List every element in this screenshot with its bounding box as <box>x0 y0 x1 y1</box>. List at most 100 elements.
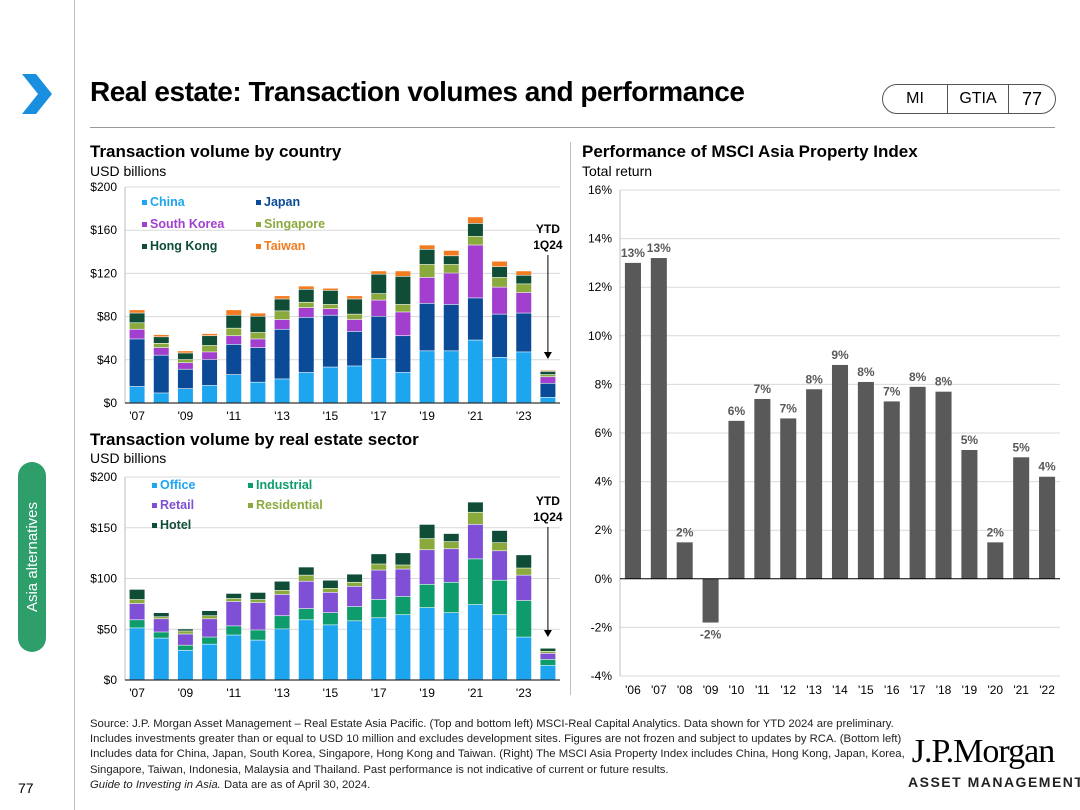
sector-volume-chart: $0 $50 $100 $150 $200 '07 '09 '11 '13 '15 '17 '19 '2… <box>90 470 563 700</box>
bar-segment <box>467 604 483 680</box>
bar-segment <box>202 619 218 637</box>
bar-segment <box>226 328 242 336</box>
x-tick-label: '07 <box>129 409 145 423</box>
bar-segment <box>129 599 145 604</box>
bar-segment <box>443 264 459 273</box>
bar-segment <box>274 379 290 403</box>
bar-segment <box>395 312 411 336</box>
pill-mi[interactable]: MI <box>883 85 948 113</box>
msci-chart-subtitle: Total return <box>582 163 653 179</box>
bar-segment <box>298 317 314 373</box>
bar-segment <box>443 613 459 680</box>
panel-divider <box>570 142 571 695</box>
bar-segment <box>443 273 459 305</box>
bar-segment <box>322 304 338 309</box>
bar-segment <box>516 292 532 313</box>
bar-segment <box>250 602 266 630</box>
legend-swatch <box>152 523 157 528</box>
bar-segment <box>322 315 338 367</box>
data-label: 9% <box>831 348 849 362</box>
legend-swatch <box>142 200 147 205</box>
bar-segment <box>226 601 242 626</box>
bar-segment <box>177 353 193 360</box>
legend-label: Retail <box>160 498 194 512</box>
performance-bar <box>650 258 667 579</box>
bar-segment <box>226 310 242 315</box>
bar-segment <box>129 329 145 339</box>
bar-segment <box>395 372 411 403</box>
performance-bar <box>1013 457 1030 579</box>
pill-gtia[interactable]: GTIA <box>948 85 1009 113</box>
x-tick-label: '11 <box>226 409 241 423</box>
bar-segment <box>492 580 508 615</box>
bar-segment <box>226 598 242 602</box>
bar-segment <box>153 355 169 393</box>
data-label: 5% <box>961 433 979 447</box>
bar-segment <box>492 266 508 278</box>
bar-segment <box>226 593 242 599</box>
y-tick-label: $80 <box>97 310 117 324</box>
x-tick-label: '21 <box>468 409 484 423</box>
bar-segment <box>177 629 193 631</box>
section-tab[interactable] <box>18 462 46 652</box>
bar-segment <box>153 638 169 680</box>
bar-segment <box>492 277 508 287</box>
bar-segment <box>129 603 145 620</box>
bar-segment <box>153 337 169 343</box>
bar-segment <box>298 608 314 620</box>
bar-segment <box>226 336 242 345</box>
x-tick-label: '09 <box>178 409 194 423</box>
chevron-right-icon[interactable] <box>18 72 54 121</box>
bar-segment <box>395 553 411 565</box>
bar-segment <box>540 371 556 375</box>
y-tick-label: 6% <box>595 426 613 440</box>
bar-segment <box>153 347 169 355</box>
pill-page: 77 <box>1021 88 1043 109</box>
performance-bar <box>1039 476 1056 579</box>
y-tick-label: $120 <box>90 266 117 280</box>
x-tick-label: '13 <box>274 409 290 423</box>
bar-segment <box>322 367 338 403</box>
bar-segment <box>250 599 266 603</box>
bar-segment <box>516 575 532 601</box>
bar-segment <box>443 256 459 265</box>
legend-swatch <box>142 244 147 249</box>
x-tick-label: '23 <box>516 409 532 423</box>
x-tick-label: '06 <box>625 683 641 697</box>
y-tick-label: $200 <box>90 180 117 194</box>
bar-segment <box>322 290 338 305</box>
x-tick-label: '09 <box>178 686 194 700</box>
bar-segment <box>226 374 242 403</box>
ytd-annotation-line1: YTD <box>536 222 560 236</box>
x-tick-label: '20 <box>987 683 1003 697</box>
data-label: 5% <box>1013 440 1031 454</box>
data-label: 7% <box>883 384 901 398</box>
y-tick-label: $0 <box>104 673 118 687</box>
bar-segment <box>516 271 532 275</box>
bar-segment <box>153 619 169 632</box>
bar-segment <box>177 359 193 363</box>
legend-swatch <box>248 483 253 488</box>
bar-segment <box>274 311 290 320</box>
bar-segment <box>347 366 363 403</box>
bar-segment <box>347 586 363 607</box>
performance-bar <box>624 262 641 579</box>
bar-segment <box>540 377 556 383</box>
bar-segment <box>202 352 218 360</box>
data-label: 13% <box>621 246 645 260</box>
bar-segment <box>540 397 556 403</box>
bar-segment <box>250 630 266 640</box>
bar-segment <box>419 584 435 608</box>
x-tick-label: '07 <box>651 683 667 697</box>
bar-segment <box>153 617 169 619</box>
bar-segment <box>516 352 532 403</box>
data-label: 8% <box>857 365 875 379</box>
bar-segment <box>226 315 242 328</box>
bar-segment <box>347 296 363 299</box>
y-tick-label: 2% <box>595 523 613 537</box>
bar-segment <box>129 323 145 329</box>
bar-segment <box>395 304 411 312</box>
bar-segment <box>419 249 435 265</box>
bar-segment <box>492 615 508 680</box>
sector-chart-title: Transaction volume by real estate sector <box>90 430 419 449</box>
